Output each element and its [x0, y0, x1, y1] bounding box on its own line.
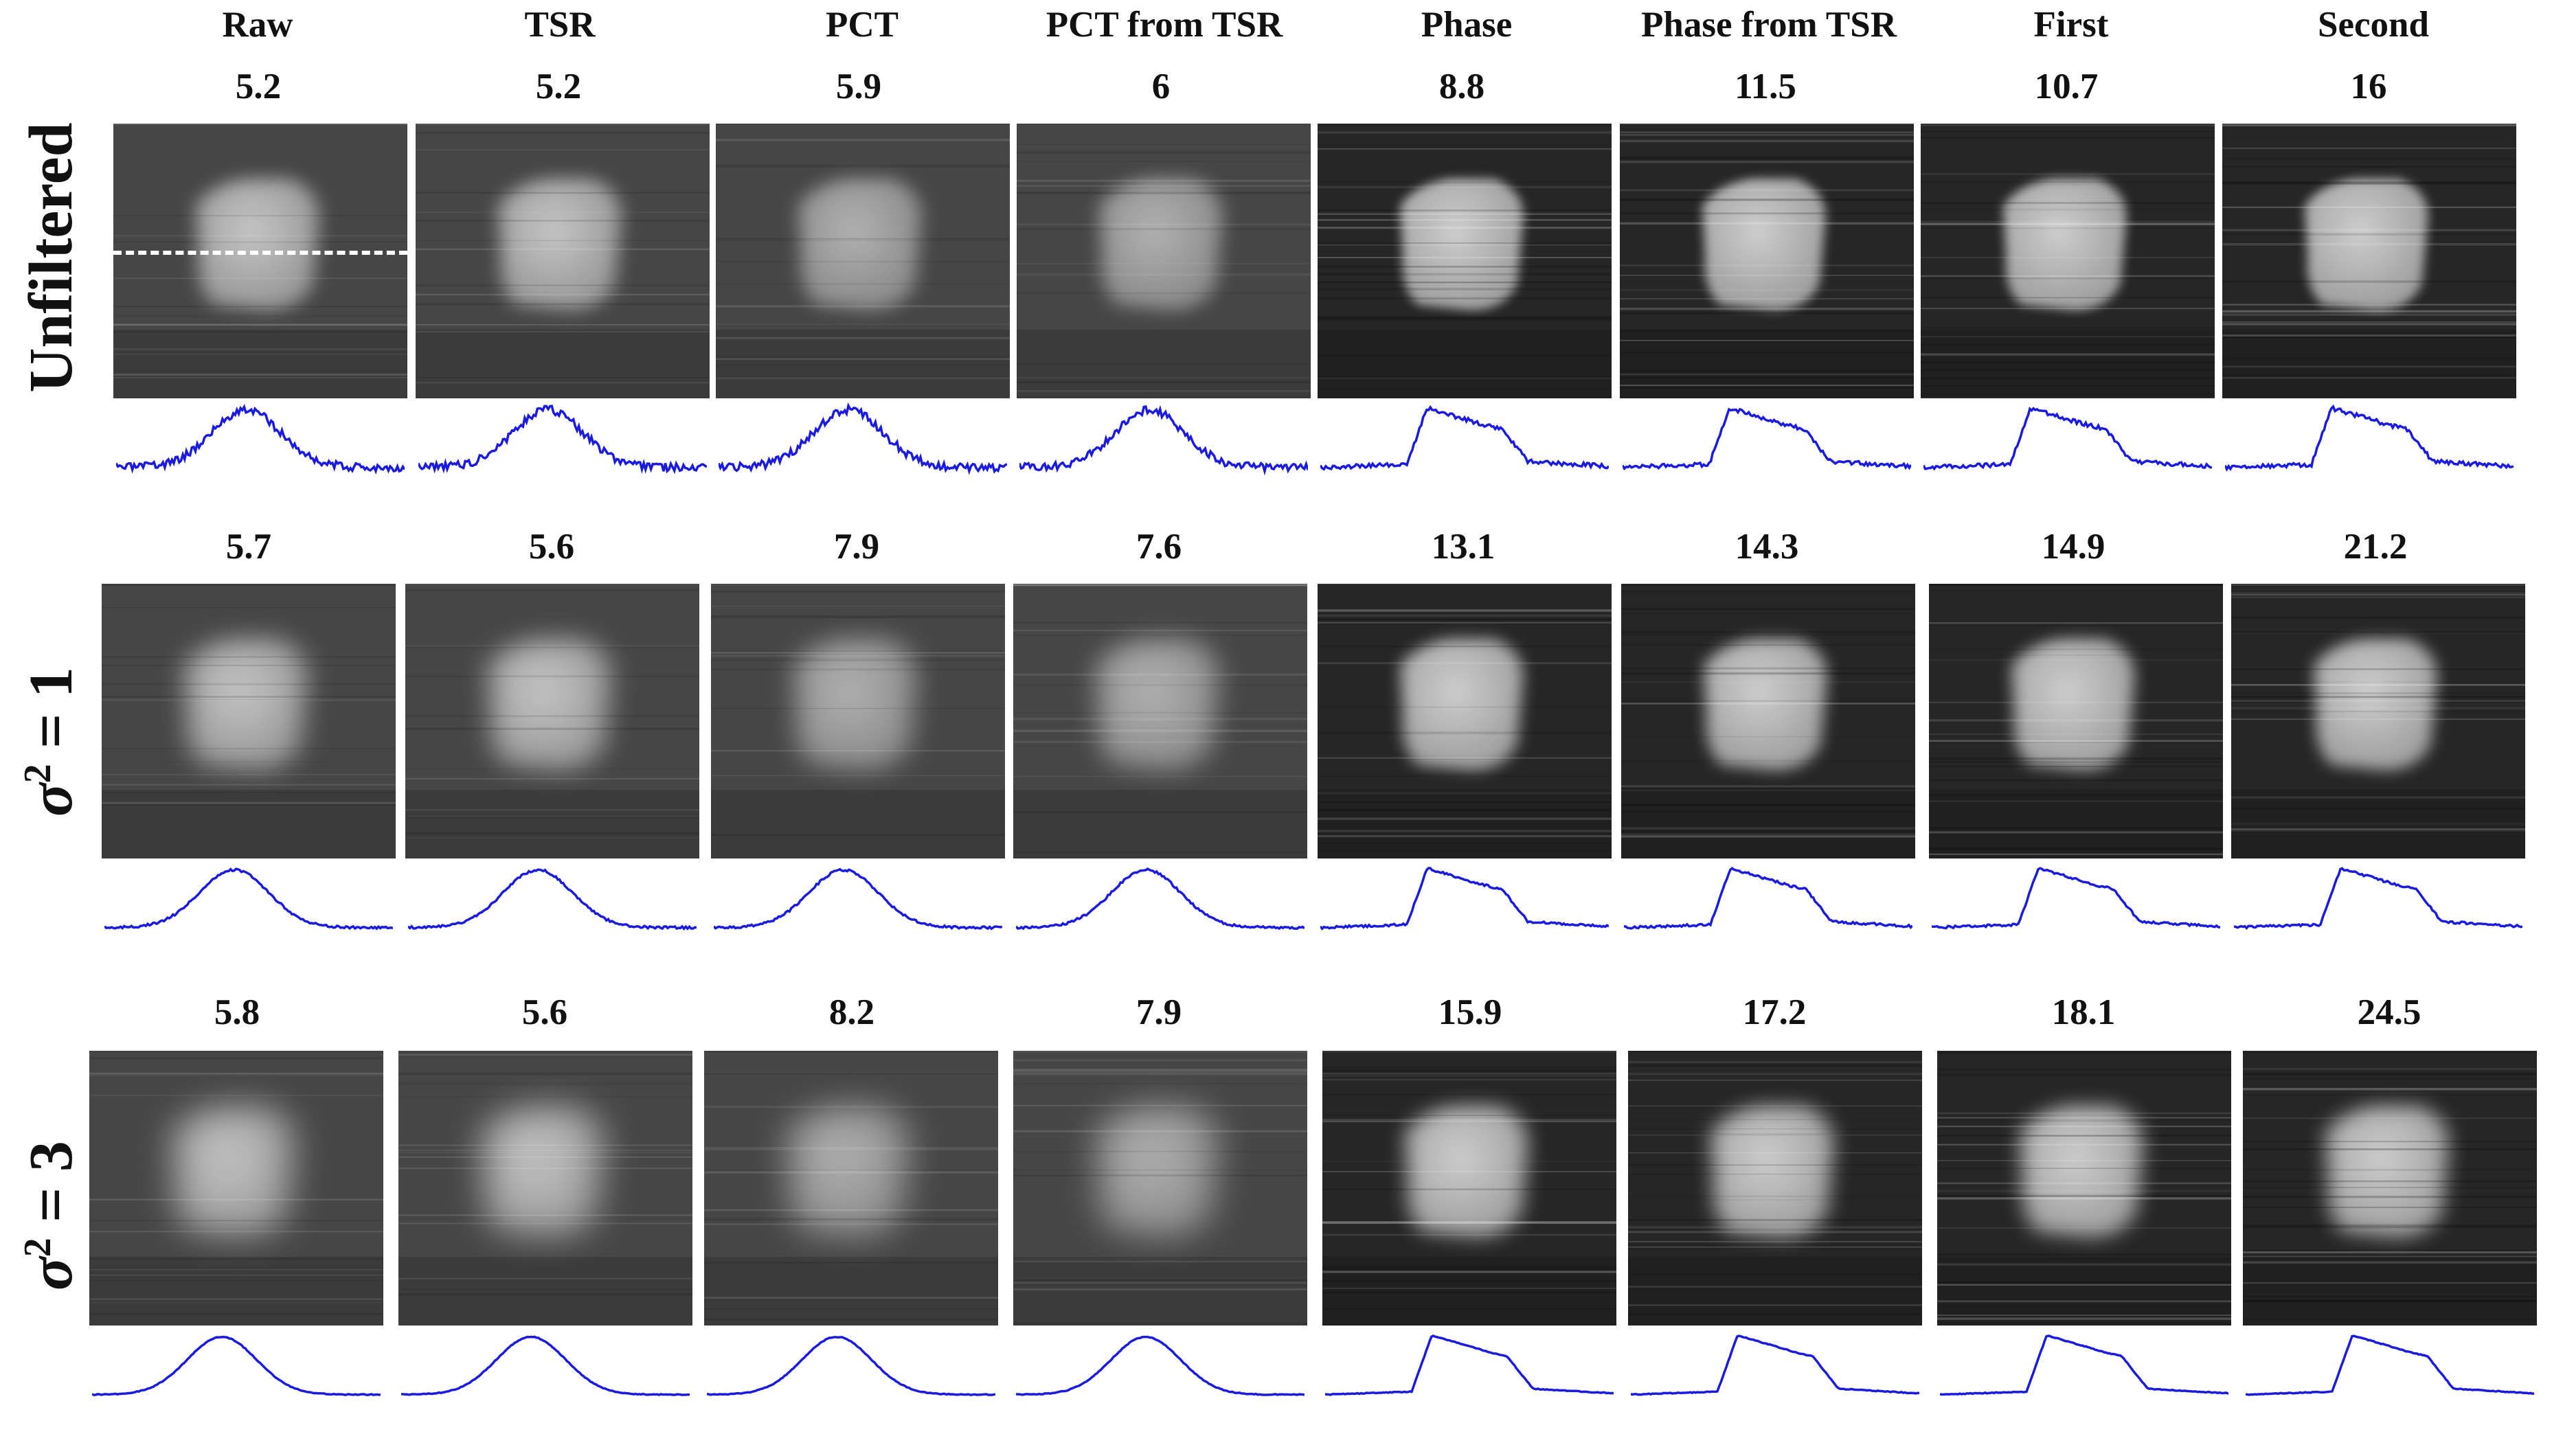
thermal-image-phase [1318, 124, 1612, 398]
snr-value-pct: 8.2 [701, 994, 1003, 1031]
column-header-phase-from-tsr: Phase from TSR [1618, 7, 1920, 43]
thermal-image-phase [1322, 1051, 1616, 1326]
intensity-profile-second [2234, 855, 2522, 937]
intensity-profile-phase-from-tsr [1624, 855, 1912, 937]
column-header-first: First [1920, 7, 2222, 43]
intensity-profile-phase [1325, 1322, 1614, 1404]
column-header-pct-from-tsr: PCT from TSR [1013, 7, 1315, 43]
thermal-image-raw [113, 124, 407, 398]
snr-value-tsr: 5.2 [407, 69, 710, 105]
column-header-pct: PCT [711, 7, 1013, 43]
thermal-image-pct [711, 584, 1005, 858]
intensity-profile-pct [714, 855, 1002, 937]
intensity-profile-second [2246, 1322, 2534, 1404]
thermal-image-tsr [405, 584, 699, 858]
snr-value-first: 14.9 [1922, 529, 2224, 565]
snr-value-phase-from-tsr: 17.2 [1623, 994, 1926, 1031]
profile-line-marker [113, 251, 407, 255]
column-header-second: Second [2222, 7, 2525, 43]
intensity-profile-pct-from-tsr [1016, 1322, 1305, 1404]
equals-text: = 3 [17, 1141, 85, 1238]
thermal-image-second [2222, 124, 2516, 398]
intensity-profile-raw [104, 855, 393, 937]
snr-value-pct-from-tsr: 6 [1010, 69, 1312, 105]
column-header-raw: Raw [106, 7, 409, 43]
exponent: 2 [16, 764, 59, 783]
row-label-sigma-3: σ2 = 3 [21, 975, 82, 1456]
snr-value-second: 24.5 [2238, 994, 2540, 1031]
intensity-profile-phase-from-tsr [1631, 1322, 1919, 1404]
snr-value-phase: 8.8 [1311, 69, 1613, 105]
thermal-image-second [2243, 1051, 2537, 1326]
sigma-symbol: σ [17, 783, 85, 817]
row-label-unfiltered: Unfiltered [21, 17, 82, 498]
snr-value-tsr: 5.6 [394, 994, 696, 1031]
snr-value-raw: 5.7 [98, 529, 400, 565]
thermal-image-raw [102, 584, 396, 858]
snr-value-phase-from-tsr: 11.5 [1614, 69, 1917, 105]
snr-value-tsr: 5.6 [400, 529, 703, 565]
intensity-profile-phase-from-tsr [1623, 395, 1911, 477]
snr-value-pct-from-tsr: 7.6 [1008, 529, 1310, 565]
snr-value-first: 18.1 [1932, 994, 2235, 1031]
thermal-image-phase [1318, 584, 1612, 858]
snr-value-pct: 5.9 [708, 69, 1010, 105]
thermal-image-phase-from-tsr [1620, 124, 1914, 398]
intensity-profile-raw [92, 1322, 381, 1404]
thermal-image-pct-from-tsr [1013, 584, 1307, 858]
intensity-profile-tsr [418, 395, 707, 477]
thermal-image-pct [716, 124, 1010, 398]
snr-value-second: 21.2 [2224, 529, 2527, 565]
intensity-profile-first [1932, 855, 2220, 937]
thermal-image-phase-from-tsr [1628, 1051, 1922, 1326]
snr-value-phase: 15.9 [1319, 994, 1621, 1031]
snr-value-phase: 13.1 [1312, 529, 1614, 565]
row-label-unfiltered-text: Unfiltered [17, 122, 85, 392]
snr-value-second: 16 [2217, 69, 2520, 105]
row-label-sigma-1: σ2 = 1 [21, 501, 82, 982]
thermal-image-pct-from-tsr [1013, 1051, 1307, 1326]
thermal-image-pct [704, 1051, 998, 1326]
thermal-image-pct-from-tsr [1017, 124, 1311, 398]
thermal-image-phase-from-tsr [1621, 584, 1915, 858]
thermal-image-first [1929, 584, 2223, 858]
snr-value-first: 10.7 [1915, 69, 2217, 105]
intensity-profile-tsr [401, 1322, 690, 1404]
exponent: 2 [16, 1238, 59, 1257]
thermal-image-tsr [416, 124, 710, 398]
intensity-profile-first [1923, 395, 2212, 477]
intensity-profile-tsr [408, 855, 697, 937]
thermal-image-tsr [398, 1051, 692, 1326]
thermal-image-first [1937, 1051, 2231, 1326]
thermal-image-second [2231, 584, 2525, 858]
intensity-profile-pct-from-tsr [1019, 395, 1308, 477]
intensity-profile-phase [1320, 395, 1609, 477]
column-header-phase: Phase [1315, 7, 1618, 43]
snr-value-raw: 5.2 [107, 69, 409, 105]
intensity-profile-pct [707, 1322, 995, 1404]
snr-value-pct-from-tsr: 7.9 [1008, 994, 1310, 1031]
intensity-profile-pct [719, 395, 1007, 477]
intensity-profile-second [2225, 395, 2514, 477]
thermal-image-first [1921, 124, 2215, 398]
intensity-profile-phase [1320, 855, 1609, 937]
column-header-tsr: TSR [409, 7, 711, 43]
equals-text: = 1 [17, 667, 85, 764]
thermal-image-raw [89, 1051, 383, 1326]
intensity-profile-first [1940, 1322, 2228, 1404]
snr-value-raw: 5.8 [86, 994, 388, 1031]
snr-value-pct: 7.9 [705, 529, 1008, 565]
intensity-profile-raw [116, 395, 405, 477]
snr-value-phase-from-tsr: 14.3 [1616, 529, 1918, 565]
sigma-symbol: σ [17, 1257, 85, 1290]
intensity-profile-pct-from-tsr [1016, 855, 1305, 937]
